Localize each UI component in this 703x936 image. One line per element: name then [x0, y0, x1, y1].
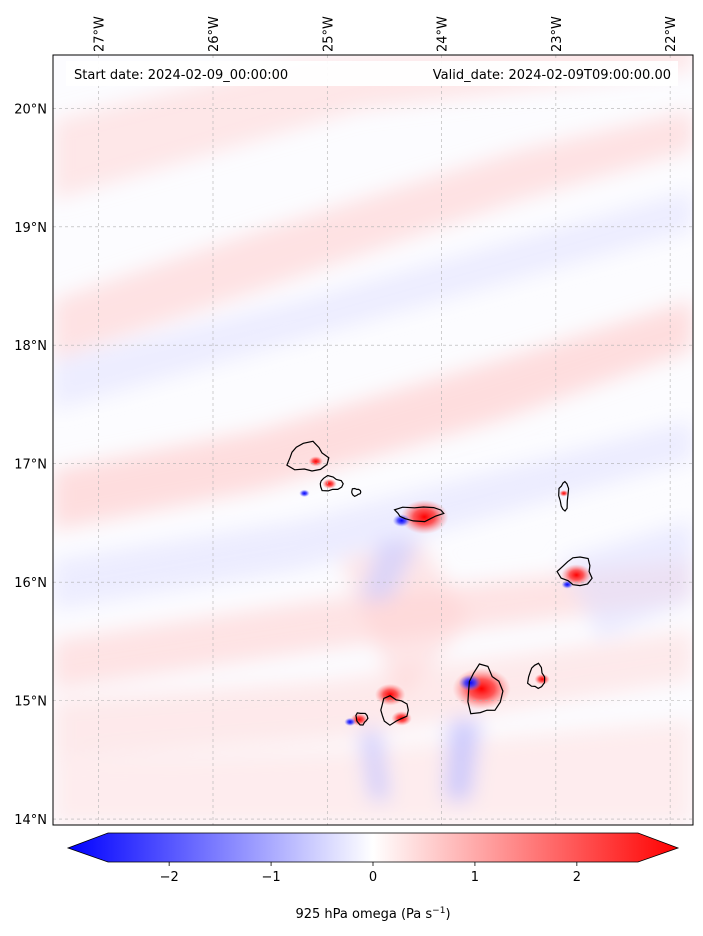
colorbar-ticks: −2 −1 0 1 2	[160, 862, 581, 885]
coastlines	[286, 440, 593, 726]
lat-tick-label: 18°N	[14, 339, 47, 354]
lon-tick-label: 22°W	[664, 16, 679, 52]
lon-tick-label: 23°W	[550, 16, 565, 52]
island-coastline	[286, 440, 330, 472]
island-coastline	[380, 695, 409, 726]
island-coastline	[393, 506, 445, 523]
latitude-ticks: 14°N 15°N 16°N 17°N 18°N 19°N 20°N	[14, 102, 47, 828]
lon-tick-label: 24°W	[436, 16, 451, 52]
colorbar: −2 −1 0 1 2 925 hPa omega (Pa s−1)	[66, 832, 680, 922]
lat-tick-label: 19°N	[14, 221, 47, 236]
lat-tick-label: 16°N	[14, 576, 47, 591]
colorbar-tick-label: −2	[160, 870, 179, 885]
colorbar-tick-label: −1	[261, 870, 280, 885]
header-box	[66, 61, 678, 86]
colorbar-tick-label: 0	[369, 870, 377, 885]
lon-tick-label: 27°W	[93, 16, 108, 52]
colorbar-label-sup: −1	[432, 906, 445, 916]
lat-tick-label: 15°N	[14, 695, 47, 710]
island-coastline	[558, 480, 570, 512]
omega-hotspot-positive	[308, 456, 324, 467]
lat-tick-label: 14°N	[14, 813, 47, 828]
omega-hotspot-negative	[561, 580, 574, 589]
colorbar-tick-label: 1	[471, 870, 479, 885]
omega-hotspot-positive	[559, 490, 569, 497]
lat-tick-label: 17°N	[14, 458, 47, 473]
lon-tick-label: 25°W	[321, 16, 336, 52]
island-coastline	[355, 712, 369, 726]
island-coastline	[351, 487, 362, 497]
omega-hotspot-negative	[344, 717, 356, 727]
omega-hotspot-negative	[299, 489, 310, 498]
lat-tick-label: 20°N	[14, 102, 47, 117]
omega-hotspot-positive	[322, 478, 337, 489]
island-coastline	[467, 663, 504, 715]
start-date-label: Start date: 2024-02-09_00:00:00	[74, 68, 288, 83]
map-area	[53, 55, 693, 825]
omega-hotspot-positive	[374, 683, 406, 706]
map-frame	[52, 54, 694, 826]
colorbar-tick-label: 2	[573, 870, 581, 885]
gridlines	[53, 55, 693, 825]
longitude-ticks: 27°W 26°W 25°W 24°W 23°W 22°W	[93, 16, 679, 52]
omega-hotspot-negative	[392, 514, 411, 527]
valid-date-label: Valid_date: 2024-02-09T09:00:00.00	[433, 68, 671, 83]
island-coastline	[526, 662, 546, 690]
island-coastline	[319, 474, 344, 492]
island-coastline	[556, 556, 593, 587]
omega-hotspot-negative	[458, 674, 482, 692]
lon-tick-label: 26°W	[207, 16, 222, 52]
omega-hotspot-positive	[561, 564, 592, 586]
colorbar-label: 925 hPa omega (Pa s−1)	[295, 906, 450, 922]
colorbar-scale	[66, 832, 680, 863]
omega-hotspot-positive	[534, 673, 550, 685]
colorbar-label-tail: )	[445, 907, 450, 922]
colorbar-label-main: 925 hPa omega (Pa s	[295, 907, 432, 922]
